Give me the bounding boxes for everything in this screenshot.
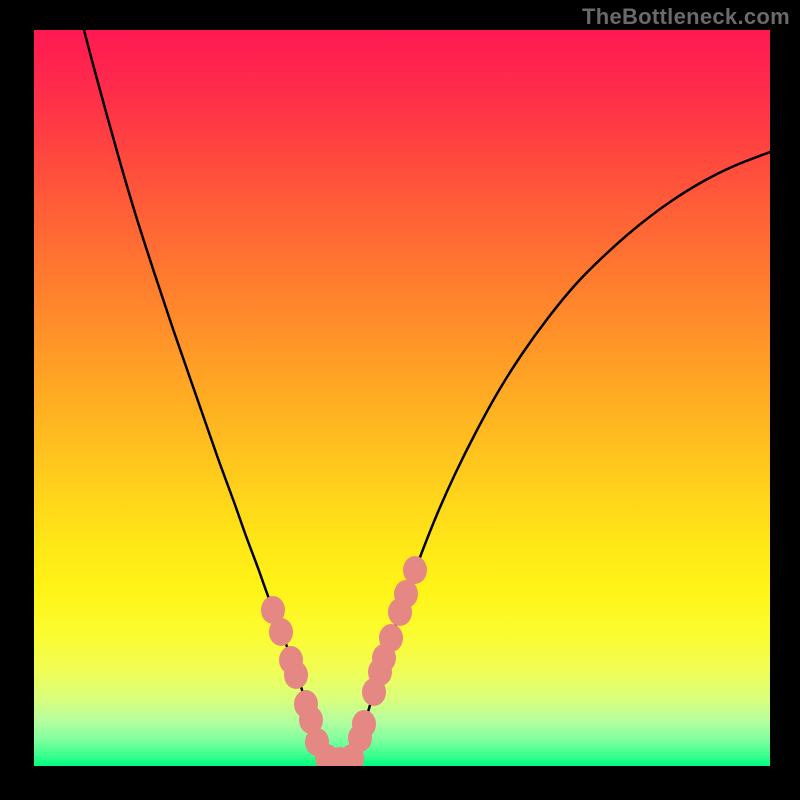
watermark-text: TheBottleneck.com: [582, 4, 790, 30]
gradient-background: [34, 30, 770, 766]
chart-canvas: TheBottleneck.com: [0, 0, 800, 800]
curve-svg: [34, 30, 770, 766]
data-marker: [284, 661, 308, 689]
data-marker: [379, 624, 403, 652]
data-marker: [352, 710, 376, 738]
data-marker: [394, 580, 418, 608]
plot-area: [34, 30, 770, 766]
data-marker: [403, 556, 427, 584]
data-marker: [269, 618, 293, 646]
